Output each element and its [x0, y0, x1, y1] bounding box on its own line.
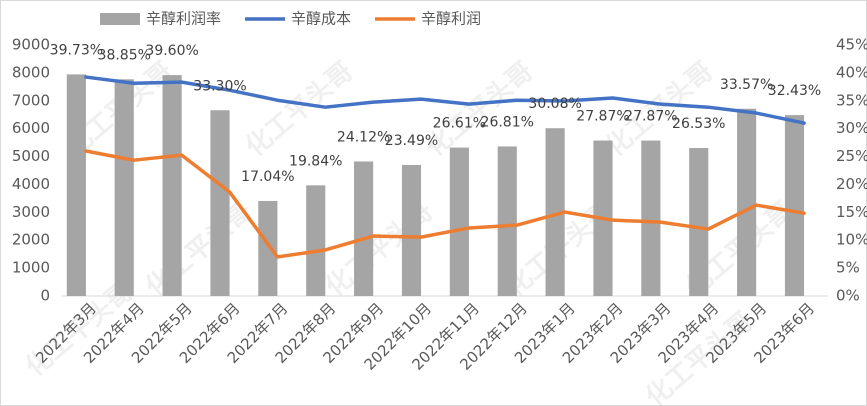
y2-tick-label: 40%	[836, 63, 867, 81]
data-label: 19.84%	[289, 153, 342, 169]
bar	[784, 115, 805, 296]
bar	[737, 108, 757, 296]
data-label: 26.53%	[672, 116, 725, 132]
data-label: 27.87%	[576, 109, 629, 125]
bar	[641, 140, 661, 296]
y-tick-label: 0	[40, 287, 50, 305]
bar	[449, 147, 469, 296]
bar	[258, 200, 278, 296]
legend-label: 辛醇利润	[421, 10, 481, 28]
y2-tick-label: 45%	[836, 36, 867, 54]
bar	[545, 128, 565, 296]
y-tick-label: 2000	[12, 231, 50, 249]
y2-tick-label: 35%	[836, 91, 867, 109]
y2-tick-label: 10%	[836, 231, 867, 249]
legend-swatch	[100, 13, 140, 25]
y2-tick-label: 0%	[836, 287, 860, 305]
bar	[210, 110, 230, 296]
bar	[306, 185, 326, 296]
legend-label: 辛醇成本	[291, 10, 351, 28]
data-label: 32.43%	[768, 83, 821, 99]
data-label: 38.85%	[98, 47, 151, 63]
y-tick-label: 5000	[12, 147, 50, 165]
y-tick-label: 3000	[12, 203, 50, 221]
data-label: 23.49%	[385, 133, 438, 149]
y-tick-label: 7000	[12, 91, 50, 109]
y-tick-label: 4000	[12, 175, 50, 193]
y-tick-label: 8000	[12, 63, 50, 81]
data-label: 24.12%	[337, 129, 390, 145]
y-tick-label: 6000	[12, 119, 50, 137]
legend-label: 辛醇利润率	[146, 10, 221, 28]
bar	[162, 75, 182, 297]
y2-tick-label: 20%	[836, 175, 867, 193]
line	[84, 149, 806, 259]
bar	[497, 146, 517, 296]
y2-tick-label: 5%	[836, 259, 860, 277]
bar	[689, 148, 709, 296]
bar	[401, 164, 422, 296]
y-tick-label: 9000	[12, 36, 50, 54]
data-label: 33.57%	[720, 77, 773, 93]
y2-tick-label: 15%	[836, 203, 867, 221]
data-label: 26.61%	[433, 116, 486, 132]
line	[84, 75, 806, 125]
bar	[114, 79, 134, 296]
data-label: 26.81%	[481, 114, 534, 130]
data-label: 39.60%	[145, 43, 198, 59]
y-tick-label: 1000	[12, 259, 50, 277]
data-label: 39.73%	[50, 42, 103, 58]
data-label: 33.30%	[193, 78, 246, 94]
data-label: 30.08%	[528, 96, 581, 112]
y2-tick-label: 25%	[836, 147, 867, 165]
bar	[66, 74, 86, 296]
bar	[354, 161, 374, 296]
data-label: 27.87%	[624, 109, 677, 125]
data-label: 17.04%	[241, 169, 294, 185]
y2-tick-label: 30%	[836, 119, 867, 137]
